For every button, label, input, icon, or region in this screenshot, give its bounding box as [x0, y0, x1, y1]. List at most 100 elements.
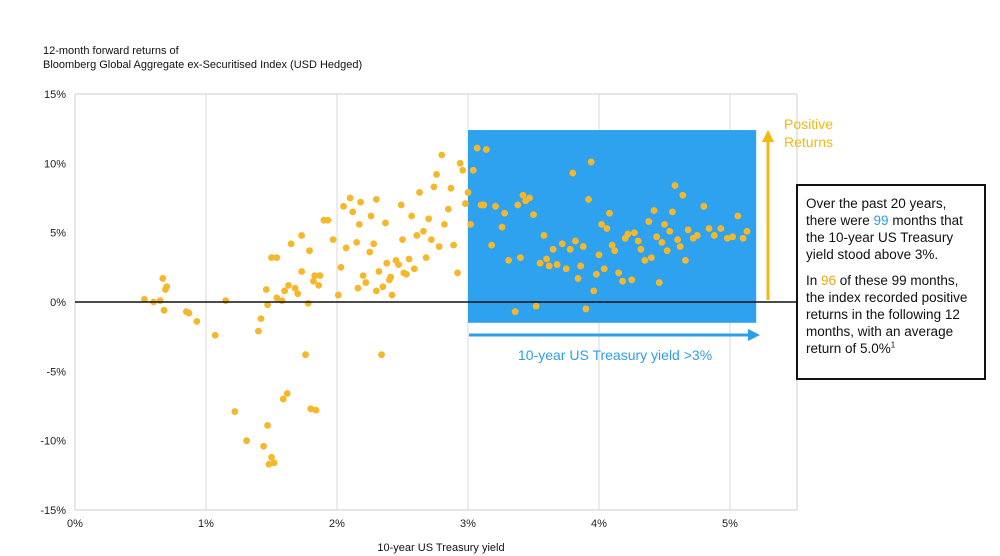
data-point	[710, 232, 718, 239]
data-point	[405, 255, 413, 263]
data-point	[285, 281, 292, 289]
data-point	[298, 268, 306, 275]
data-point	[311, 272, 319, 280]
data-point	[577, 262, 585, 270]
data-point	[526, 194, 533, 202]
data-point	[433, 171, 440, 178]
y-tick-label: 5%	[50, 228, 66, 240]
data-point	[264, 301, 271, 309]
chart-title-line1: 12-month forward returns of	[43, 45, 180, 57]
data-point	[505, 257, 513, 264]
data-point	[562, 265, 570, 273]
positive-months-count: 96	[821, 273, 837, 288]
data-point	[574, 275, 582, 282]
y-tick-label: -10%	[40, 436, 66, 448]
data-point	[653, 233, 661, 241]
data-point	[739, 234, 747, 242]
data-point	[450, 241, 457, 249]
data-point	[382, 219, 389, 227]
data-point	[532, 302, 540, 310]
y-tick-label: 15%	[44, 89, 66, 101]
data-point	[355, 220, 363, 228]
x-tick-label: 3%	[460, 518, 476, 530]
y-tick-label: 10%	[44, 158, 66, 170]
data-point	[397, 201, 405, 209]
data-point	[270, 459, 278, 467]
data-point	[273, 294, 281, 302]
y-tick-label: 0%	[50, 297, 66, 309]
data-point	[682, 257, 689, 264]
data-point	[315, 281, 323, 289]
data-point	[379, 283, 387, 291]
data-point	[611, 247, 619, 255]
data-point	[353, 238, 361, 246]
data-point	[658, 238, 666, 246]
data-point	[359, 272, 367, 280]
data-point	[461, 200, 469, 207]
data-point	[312, 406, 320, 414]
data-point	[141, 295, 148, 303]
data-point	[743, 227, 751, 235]
data-point	[700, 202, 708, 210]
data-point	[298, 232, 306, 239]
data-point	[283, 390, 291, 397]
data-point	[260, 442, 268, 450]
data-point	[517, 254, 524, 262]
data-point	[729, 233, 737, 241]
data-point	[519, 191, 527, 199]
data-point	[430, 183, 438, 191]
data-point	[346, 194, 354, 202]
data-point	[375, 268, 383, 275]
data-point	[676, 243, 684, 250]
data-point	[408, 212, 416, 220]
data-point	[255, 327, 262, 335]
data-point	[595, 251, 603, 259]
data-point	[399, 236, 406, 244]
data-point	[268, 453, 275, 461]
x-tick-labels: 0% 1% 2% 3% 4% 5%	[67, 518, 738, 530]
data-point	[671, 182, 679, 189]
data-point	[366, 248, 374, 256]
data-point	[511, 308, 519, 316]
data-point	[367, 212, 375, 220]
data-point	[540, 232, 548, 239]
data-point	[572, 237, 579, 245]
data-point	[684, 226, 692, 234]
data-point	[354, 284, 362, 292]
footnote-marker: 1	[890, 340, 896, 350]
data-point	[310, 277, 317, 285]
data-point	[387, 273, 395, 281]
data-point	[498, 223, 506, 231]
data-point	[645, 218, 653, 225]
data-point	[435, 243, 443, 250]
data-points	[141, 144, 751, 468]
data-point	[294, 290, 302, 298]
data-point	[603, 225, 611, 232]
y-tick-label: -15%	[40, 505, 66, 517]
data-point	[693, 232, 701, 239]
data-point	[304, 299, 312, 307]
data-point	[329, 236, 337, 244]
data-point	[444, 205, 452, 213]
data-point	[388, 291, 396, 299]
data-point	[668, 208, 676, 216]
data-point	[306, 247, 313, 255]
data-point	[661, 220, 668, 228]
data-point	[370, 240, 378, 248]
data-point	[422, 254, 430, 262]
data-point	[279, 395, 287, 403]
data-point	[159, 275, 167, 282]
data-point	[454, 269, 461, 277]
x-tick-label: 5%	[722, 518, 738, 530]
data-point	[383, 259, 391, 267]
data-point	[403, 270, 410, 278]
data-point	[650, 207, 658, 214]
data-point	[427, 236, 435, 244]
data-point	[342, 244, 350, 252]
data-point	[273, 254, 281, 262]
y-tick-label: -5%	[46, 366, 66, 378]
info-text: months that the 10-year US Treasury yiel…	[806, 213, 963, 262]
yield-range-arrow	[469, 329, 760, 341]
data-point	[265, 460, 273, 468]
data-point	[420, 227, 427, 235]
